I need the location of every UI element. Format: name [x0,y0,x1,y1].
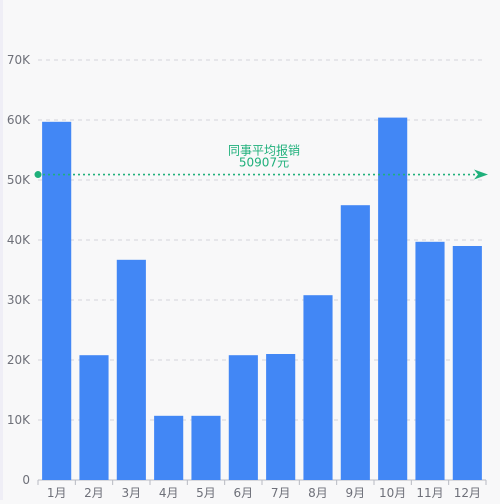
x-tick-label: 3月 [122,486,142,500]
y-tick-label: 40K [7,233,31,247]
x-tick-label: 10月 [379,486,406,500]
x-tick-label: 12月 [454,486,481,500]
left-edge-strip [0,0,3,500]
y-tick-label: 30K [7,293,31,307]
x-tick-label: 8月 [308,486,328,500]
reference-line-value: 50907元 [239,156,289,170]
y-tick-label: 20K [7,353,31,367]
bar-11 [415,241,445,480]
x-tick-label: 9月 [346,486,366,500]
bar-3 [116,259,146,480]
bar-1 [42,121,72,481]
x-tick-label: 2月 [84,486,104,500]
bar-8 [303,295,333,480]
bar-12 [452,246,482,480]
bar-6 [228,355,258,480]
bar-2 [79,355,109,480]
x-tick-label: 1月 [47,486,67,500]
bar-10 [378,117,408,480]
bar-9 [340,205,370,480]
bar-4 [154,415,184,480]
y-tick-label: 10K [7,413,31,427]
y-tick-label: 70K [7,53,31,67]
bar-7 [266,354,296,480]
y-tick-label: 60K [7,113,31,127]
x-tick-label: 6月 [234,486,254,500]
y-tick-label: 50K [7,173,31,187]
y-tick-label: 0 [22,473,30,487]
x-tick-label: 4月 [159,486,179,500]
x-tick-label: 7月 [271,486,291,500]
x-tick-label: 11月 [416,486,443,500]
bar-5 [191,415,221,480]
x-tick-label: 5月 [196,486,216,500]
reference-line-arrow [474,169,488,180]
reference-line-label: 同事平均报销 [228,143,300,158]
